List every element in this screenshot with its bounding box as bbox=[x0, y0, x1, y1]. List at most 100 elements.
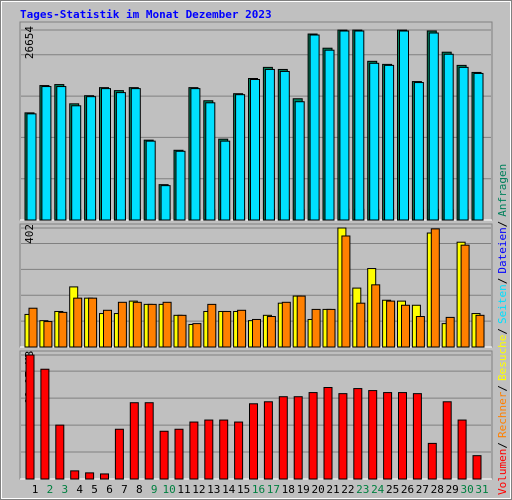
x-tick-label: 30 bbox=[460, 483, 473, 496]
x-tick-label: 16 bbox=[252, 483, 265, 496]
bar bbox=[293, 396, 303, 480]
legend-separator: / bbox=[496, 278, 509, 285]
x-tick-label: 15 bbox=[237, 483, 250, 496]
x-tick-label: 28 bbox=[431, 483, 444, 496]
legend-separator: / bbox=[496, 442, 509, 449]
bar bbox=[177, 314, 187, 348]
bar bbox=[458, 66, 469, 221]
bar bbox=[115, 92, 126, 221]
bar bbox=[368, 390, 378, 480]
x-tick-label: 18 bbox=[282, 483, 295, 496]
bar bbox=[309, 34, 320, 221]
bar bbox=[326, 308, 336, 348]
x-tick-label: 7 bbox=[121, 483, 128, 496]
legend-entry: Volumen bbox=[496, 449, 509, 495]
bar bbox=[264, 68, 275, 221]
x-tick-label: 31 bbox=[475, 483, 488, 496]
y-tick-label: 26654 bbox=[23, 26, 36, 59]
bar bbox=[354, 30, 365, 221]
bar bbox=[263, 401, 273, 480]
bar bbox=[71, 105, 82, 221]
bar bbox=[204, 419, 214, 480]
x-tick-label: 20 bbox=[311, 483, 324, 496]
bar bbox=[250, 78, 260, 221]
x-tick-label: 19 bbox=[297, 483, 310, 496]
bar bbox=[266, 316, 276, 348]
x-tick-label: 26 bbox=[401, 483, 414, 496]
bar bbox=[160, 185, 171, 221]
y-tick-label: 402 bbox=[23, 224, 36, 244]
bar bbox=[323, 387, 333, 480]
x-tick-label: 10 bbox=[162, 483, 175, 496]
bar bbox=[398, 392, 407, 480]
bar bbox=[415, 316, 425, 348]
bar bbox=[475, 314, 485, 348]
bar bbox=[207, 303, 217, 348]
bar bbox=[445, 316, 455, 348]
bar bbox=[442, 401, 452, 480]
bar bbox=[281, 301, 291, 348]
bar bbox=[28, 307, 38, 348]
bar bbox=[401, 304, 410, 348]
legend-entry: Seiten bbox=[496, 284, 509, 324]
legend-separator: / bbox=[496, 328, 509, 335]
bar bbox=[130, 88, 141, 221]
bar bbox=[88, 297, 98, 348]
bar bbox=[159, 430, 169, 480]
x-tick-label: 22 bbox=[341, 483, 354, 496]
bar bbox=[237, 309, 247, 348]
bar bbox=[175, 150, 186, 221]
x-tick-label: 17 bbox=[267, 483, 280, 496]
x-tick-label: 14 bbox=[222, 483, 236, 496]
x-tick-label: 1 bbox=[32, 483, 39, 496]
bar bbox=[70, 470, 80, 480]
bar bbox=[386, 300, 396, 348]
x-tick-label: 6 bbox=[106, 483, 113, 496]
bar bbox=[101, 88, 111, 221]
bar bbox=[278, 396, 288, 480]
x-tick-label: 12 bbox=[192, 483, 205, 496]
bar bbox=[56, 86, 67, 221]
bar bbox=[189, 421, 199, 480]
bar bbox=[399, 30, 409, 221]
bar bbox=[129, 402, 139, 480]
x-tick-label: 23 bbox=[356, 483, 369, 496]
bar bbox=[369, 62, 380, 221]
bar bbox=[103, 309, 112, 348]
bar bbox=[85, 472, 95, 480]
x-tick-label: 13 bbox=[207, 483, 220, 496]
bar bbox=[26, 113, 37, 221]
bar bbox=[205, 102, 216, 221]
legend: Volumen/Rechner/Besuche/Seiten/Dateien/A… bbox=[496, 164, 509, 495]
bar bbox=[472, 455, 482, 480]
bar bbox=[412, 393, 422, 480]
legend-entry: Rechner bbox=[496, 391, 509, 438]
legend-separator: / bbox=[496, 385, 509, 392]
bar bbox=[443, 53, 454, 221]
bar bbox=[371, 284, 381, 348]
x-tick-label: 25 bbox=[386, 483, 399, 496]
x-tick-label: 29 bbox=[446, 483, 459, 496]
chart-title: Tages-Statistik im Monat Dezember 2023 bbox=[20, 8, 272, 21]
x-tick-label: 5 bbox=[91, 483, 98, 496]
bar bbox=[73, 297, 83, 348]
bar bbox=[249, 403, 258, 480]
bar bbox=[132, 301, 142, 348]
bar bbox=[43, 321, 53, 348]
bar bbox=[457, 419, 467, 480]
bar bbox=[428, 32, 439, 221]
bar bbox=[430, 228, 440, 348]
bar bbox=[460, 244, 470, 348]
bar bbox=[384, 64, 395, 221]
bar bbox=[234, 421, 244, 480]
x-tick-label: 4 bbox=[76, 483, 83, 496]
legend-separator: / bbox=[496, 221, 509, 228]
bar bbox=[279, 70, 290, 221]
bar bbox=[427, 442, 437, 480]
bar bbox=[339, 30, 350, 221]
bar bbox=[219, 419, 229, 480]
bar bbox=[58, 311, 68, 348]
